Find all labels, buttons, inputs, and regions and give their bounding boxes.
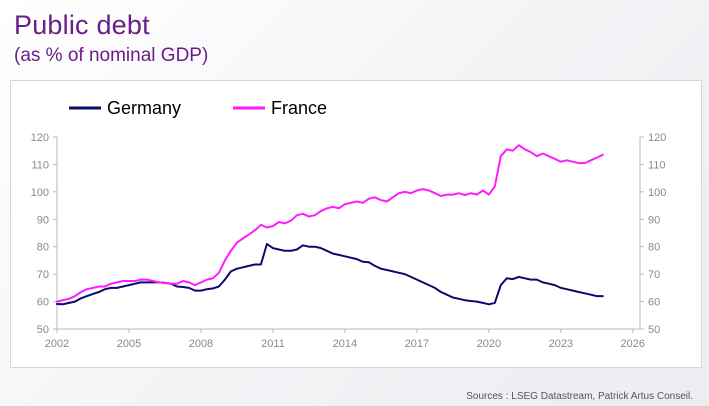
y-tick-label-left: 110: [31, 159, 49, 171]
series-line-germany: [56, 243, 604, 306]
y-tick-label-left: 70: [37, 269, 49, 281]
y-tick-label-right: 60: [648, 297, 660, 309]
y-tick-label-left: 80: [37, 242, 49, 254]
y-tick-label-right: 110: [648, 159, 666, 171]
series-line-france: [56, 144, 604, 303]
y-tick-label-right: 80: [648, 242, 660, 254]
y-tick-label-right: 100: [648, 187, 666, 199]
y-tick-label-right: 90: [648, 214, 660, 226]
y-tick-label-right: 70: [648, 269, 660, 281]
x-tick-label: 2005: [117, 338, 141, 350]
x-tick-label: 2011: [261, 338, 285, 350]
x-tick-label: 2008: [189, 338, 213, 350]
y-tick-label-left: 60: [37, 297, 49, 309]
x-tick-label: 2002: [45, 338, 69, 350]
chart-panel: 50 50 60 60 70 70 80 80 90 90 100 100 110 110 120 120 20…: [10, 80, 702, 368]
legend-label-germany: Germany: [107, 98, 181, 118]
page-title: Public debt: [14, 10, 150, 40]
y-tick-label-left: 90: [37, 214, 49, 226]
x-tick-label: 2017: [405, 338, 429, 350]
y-tick-label-right: 120: [648, 132, 666, 144]
source-note: Sources : LSEG Datastream, Patrick Artus…: [466, 391, 693, 402]
series-lines: [56, 144, 604, 306]
line-chart: 50 50 60 60 70 70 80 80 90 90 100 100 110 110 120 120 20…: [31, 98, 667, 350]
legend: Germany France: [69, 98, 327, 118]
x-tick-label: 2023: [549, 338, 573, 350]
y-tick-label-left: 50: [37, 324, 49, 336]
y-tick-label-left: 120: [31, 132, 49, 144]
y-tick-label-left: 100: [31, 187, 49, 199]
axes-group: 50 50 60 60 70 70 80 80 90 90 100 100 110 110 120 120 20…: [31, 132, 667, 350]
y-tick-label-right: 50: [648, 324, 660, 336]
x-tick-label: 2026: [621, 338, 645, 350]
page-subtitle: (as % of nominal GDP): [14, 45, 209, 66]
x-tick-label: 2020: [477, 338, 501, 350]
x-tick-label: 2014: [333, 338, 357, 350]
legend-label-france: France: [271, 98, 327, 118]
